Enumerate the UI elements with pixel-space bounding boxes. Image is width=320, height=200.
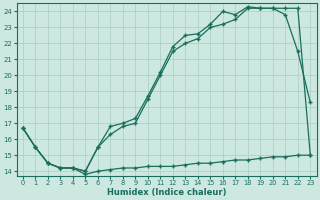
X-axis label: Humidex (Indice chaleur): Humidex (Indice chaleur)	[107, 188, 226, 197]
